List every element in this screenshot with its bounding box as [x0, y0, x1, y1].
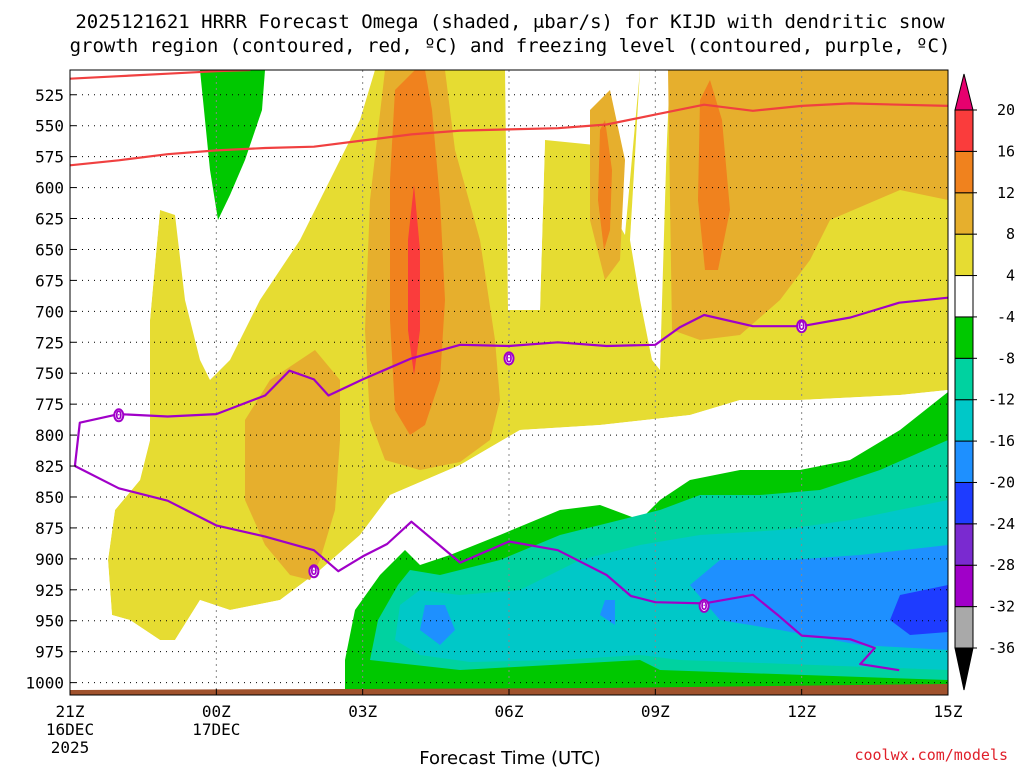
colorbar-box — [954, 275, 974, 318]
isotherm-label-text: 0 — [700, 599, 707, 613]
isotherm-label-text: 0 — [115, 408, 122, 422]
colorbar-box — [954, 233, 974, 277]
x-tick-label: 15Z — [934, 702, 963, 721]
chart-title-line-1: 2025121621 HRRR Forecast Omega (shaded, … — [75, 11, 945, 33]
colorbar-top-triangle — [954, 73, 974, 111]
isotherm-label-text: 0 — [798, 319, 805, 333]
y-tick-label: 775 — [35, 395, 64, 414]
colorbar-box — [954, 109, 974, 152]
grid-lines — [70, 70, 948, 695]
colorbar: -36 -32 -28 -24 -20 -16 -12 -8 -4 4 8 12 16 20 — [954, 73, 1015, 691]
colorbar-label: -28 — [988, 556, 1015, 574]
credit-text: coolwx.com/models — [854, 746, 1008, 764]
omega-region-8to12-a — [245, 350, 340, 580]
x-tick-sublabel-date: 17DEC — [192, 720, 240, 739]
plot-area: 525 550 575 600 625 650 675 700 725 750 775 800 825 8… — [25, 69, 963, 757]
colorbar-label: -16 — [988, 432, 1015, 450]
x-tick-sublabel-date: 16DEC — [46, 720, 94, 739]
colorbar-label: 12 — [997, 184, 1015, 202]
colorbar-box — [954, 150, 974, 194]
colorbar-box — [954, 481, 974, 525]
isotherm-label-ring — [698, 598, 710, 613]
x-axis-title: Forecast Time (UTC) — [419, 748, 600, 768]
y-tick-label: 550 — [35, 117, 64, 136]
y-tick-label: 750 — [35, 364, 64, 383]
y-tick-label: 725 — [35, 333, 64, 352]
colorbar-label: -24 — [988, 515, 1015, 533]
colorbar-box — [954, 440, 974, 483]
y-tick-label: 975 — [35, 643, 64, 662]
omega-region-neg16 — [420, 605, 455, 645]
y-tick-label: 575 — [35, 148, 64, 167]
colorbar-label: 16 — [997, 142, 1015, 160]
x-tick-label: 09Z — [641, 702, 670, 721]
y-tick-label: 900 — [35, 550, 64, 569]
isotherm-label-text: 0 — [505, 351, 512, 365]
y-tick-label: 625 — [35, 210, 64, 229]
isotherm-label-ring — [113, 408, 125, 423]
contour-lines — [70, 70, 948, 672]
colorbar-box — [954, 316, 974, 359]
chart-title-line-2: growth region (contoured, red, ºC) and f… — [70, 35, 951, 57]
colorbar-label: 4 — [1006, 267, 1015, 285]
omega-region-16to20 — [408, 185, 420, 375]
omega-gap-low — [230, 390, 948, 690]
colorbar-box — [954, 192, 974, 235]
omega-region-12to16-b — [598, 120, 612, 250]
omega-gap-upper — [508, 70, 545, 310]
y-tick-label: 850 — [35, 488, 64, 507]
colorbar-label: -8 — [997, 349, 1015, 367]
isotherm-label-ring — [796, 319, 808, 334]
colorbar-label: -32 — [988, 598, 1015, 616]
y-tick-label: 825 — [35, 457, 64, 476]
y-tick-label: 925 — [35, 581, 64, 600]
isotherm-label-text: 0 — [310, 564, 317, 578]
colorbar-label: -4 — [997, 308, 1015, 326]
colorbar-box — [954, 523, 974, 566]
y-tick-label: 675 — [35, 271, 64, 290]
x-tick-sublabel-year: 2025 — [51, 738, 90, 757]
y-axis-ticks: 525 550 575 600 625 650 675 700 725 750 775 800 825 8… — [25, 86, 76, 693]
colorbar-label: -20 — [988, 473, 1015, 491]
y-tick-label: 650 — [35, 240, 64, 259]
contour-series-2 — [73, 296, 948, 467]
omega-region-neg16-c — [690, 545, 948, 650]
y-tick-label: 950 — [35, 612, 64, 631]
omega-shading — [70, 70, 948, 695]
omega-region-neg16-b — [600, 600, 615, 625]
colorbar-box — [954, 564, 974, 608]
isotherm-label-ring — [503, 351, 515, 366]
colorbar-label: -12 — [988, 391, 1015, 409]
x-tick-label: 21Z — [56, 702, 85, 721]
y-tick-label: 525 — [35, 86, 64, 105]
colorbar-label: 8 — [1006, 225, 1015, 243]
omega-region-12to16-c — [698, 80, 730, 270]
colorbar-box — [954, 357, 974, 401]
y-tick-label: 800 — [35, 426, 64, 445]
colorbar-label: 20 — [997, 101, 1015, 119]
y-tick-label: 600 — [35, 179, 64, 198]
colorbar-label: -36 — [988, 639, 1015, 657]
contour-series-0 — [70, 102, 948, 167]
colorbar-bottom-triangle — [954, 647, 974, 691]
y-tick-label: 875 — [35, 519, 64, 538]
colorbar-box — [954, 606, 974, 649]
omega-region-neg20 — [890, 585, 948, 635]
omega-gap-mid — [630, 70, 668, 370]
contour-series-1 — [70, 70, 251, 80]
omega-gap-left — [70, 70, 230, 695]
x-tick-label: 06Z — [495, 702, 524, 721]
x-tick-label: 03Z — [348, 702, 377, 721]
colorbar-box — [954, 399, 974, 442]
isotherm-label-ring — [308, 564, 320, 579]
isotherm-labels: 0 0 0 0 0 — [113, 319, 808, 613]
contour-series-3 — [74, 465, 900, 672]
omega-region-8to12-d — [668, 70, 948, 340]
x-tick-label: 12Z — [787, 702, 816, 721]
y-tick-label: 1000 — [25, 674, 64, 693]
x-tick-label: 00Z — [202, 702, 231, 721]
y-tick-label: 700 — [35, 302, 64, 321]
